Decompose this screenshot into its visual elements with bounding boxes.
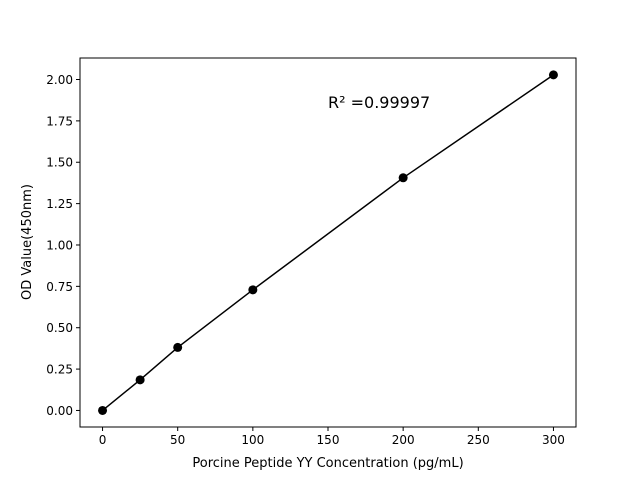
y-tick-label: 1.50 [46, 156, 73, 170]
data-point [548, 70, 558, 80]
y-tick-label: 1.75 [46, 114, 73, 128]
y-tick-label: 0.50 [46, 321, 73, 335]
x-tick-label: 300 [542, 433, 565, 447]
y-axis-ticks: 0.00 0.25 0.50 0.75 1.00 1.25 1.50 1.75 2.00 [46, 73, 80, 418]
x-tick-label: 50 [170, 433, 185, 447]
y-tick-label: 0.75 [46, 280, 73, 294]
data-point [98, 405, 108, 415]
y-axis-label: OD Value(450nm) [20, 184, 35, 300]
y-tick-label: 1.25 [46, 197, 73, 211]
x-tick-label: 150 [317, 433, 340, 447]
x-axis-ticks: 0 50 100 150 200 250 300 [99, 427, 565, 447]
x-tick-label: 200 [392, 433, 415, 447]
data-point [248, 285, 258, 295]
x-tick-label: 100 [241, 433, 264, 447]
y-tick-label: 0.25 [46, 363, 73, 377]
y-tick-label: 1.00 [46, 238, 73, 252]
data-point [173, 342, 183, 352]
series-line [102, 74, 554, 412]
y-tick-label: 0.00 [46, 404, 73, 418]
data-points [98, 70, 558, 415]
y-tick-label: 2.00 [46, 73, 73, 87]
x-tick-label: 0 [99, 433, 107, 447]
x-tick-label: 250 [467, 433, 490, 447]
r-squared-annotation: R² =0.99997 [328, 93, 430, 112]
data-point [135, 375, 145, 385]
plot-frame [79, 57, 577, 428]
data-point [398, 173, 408, 183]
x-axis-label: Porcine Peptide YY Concentration (pg/mL) [192, 456, 463, 471]
